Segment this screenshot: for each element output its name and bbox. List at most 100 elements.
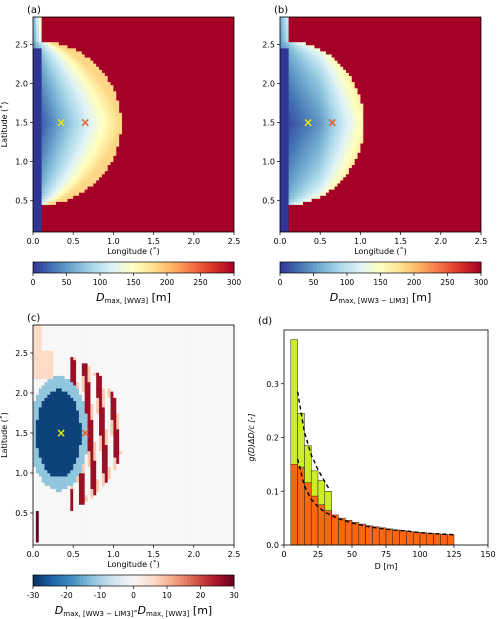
heatmap-cell: [99, 115, 103, 119]
heatmap-cell: [136, 164, 140, 169]
heatmap-cell: [142, 99, 146, 104]
heatmap-cell: [185, 228, 189, 232]
heatmap-cell: [216, 201, 221, 205]
heatmap-cell: [76, 109, 80, 113]
heatmap-cell: [70, 50, 74, 55]
heatmap-cell: [176, 213, 181, 218]
heatmap-cell: [205, 121, 209, 126]
heatmap-cell: [188, 210, 192, 215]
heatmap-cell: [61, 81, 66, 86]
heatmap-cell: [96, 17, 100, 21]
heatmap-cell: [190, 90, 195, 95]
heatmap-cell: [64, 124, 69, 129]
heatmap-cell: [170, 106, 175, 110]
heatmap-cell: [147, 167, 152, 172]
heatmap-cell: [67, 182, 71, 187]
heatmap-cell: [107, 72, 112, 76]
heatmap-cell: [196, 118, 201, 123]
heatmap-cell: [110, 142, 114, 147]
heatmap-cell: [193, 173, 198, 178]
colorbar-segment: [187, 262, 191, 273]
heatmap-cell: [67, 210, 71, 215]
heatmap-cell: [107, 216, 112, 221]
heatmap-cell: [47, 44, 51, 49]
heatmap-cell: [133, 173, 137, 178]
heatmap-cell: [50, 90, 54, 95]
heatmap-cell: [219, 213, 224, 218]
heatmap-cell: [90, 109, 94, 113]
heatmap-cell: [216, 219, 221, 224]
heatmap-cell: [122, 124, 126, 129]
heatmap-cell: [76, 164, 80, 169]
heatmap-cell: [64, 142, 69, 147]
heatmap-cell: [84, 124, 89, 129]
heatmap-cell: [173, 161, 178, 166]
heatmap-cell: [193, 139, 198, 144]
heatmap-cell: [104, 149, 109, 153]
heatmap-cell: [162, 139, 166, 144]
heatmap-cell: [38, 136, 43, 141]
heatmap-cell: [127, 182, 132, 187]
heatmap-cell: [107, 142, 112, 147]
heatmap-cell: [41, 130, 46, 135]
heatmap-cell: [136, 53, 140, 58]
heatmap-cell: [67, 219, 71, 224]
heatmap-cell: [127, 93, 132, 98]
heatmap-cell: [139, 136, 143, 141]
heatmap-cell: [122, 44, 126, 49]
heatmap-cell: [156, 124, 160, 129]
heatmap-cell: [225, 149, 229, 153]
heatmap-cell: [38, 201, 43, 205]
heatmap-cell: [170, 149, 175, 153]
heatmap-cell: [208, 222, 212, 227]
heatmap-cell: [156, 103, 160, 107]
heatmap-cell: [99, 127, 103, 132]
heatmap-cell: [156, 195, 160, 199]
heatmap-cell: [127, 228, 132, 232]
heatmap-cell: [41, 158, 46, 162]
heatmap-cell: [99, 32, 103, 37]
heatmap-cell: [70, 130, 74, 135]
heatmap-cell: [156, 170, 160, 175]
heatmap-cell: [133, 81, 137, 86]
heatmap-cell: [104, 155, 109, 159]
heatmap-cell: [107, 50, 112, 55]
heatmap-cell: [185, 115, 189, 119]
heatmap-cell: [156, 204, 160, 209]
heatmap-cell: [53, 112, 57, 116]
heatmap-cell: [147, 164, 152, 169]
heatmap-cell: [219, 124, 224, 129]
heatmap-cell: [147, 204, 152, 209]
heatmap-cell: [127, 84, 132, 89]
heatmap-cell: [213, 44, 218, 49]
heatmap-cell: [127, 176, 132, 181]
heatmap-cell: [173, 207, 178, 212]
heatmap-cell: [225, 29, 229, 33]
heatmap-cell: [61, 204, 66, 209]
heatmap-cell: [147, 192, 152, 196]
heatmap-cell: [35, 38, 40, 43]
heatmap-cell: [165, 69, 169, 73]
heatmap-cell: [107, 164, 112, 169]
heatmap-cell: [136, 210, 140, 215]
heatmap-cell: [47, 222, 51, 227]
heatmap-cell: [67, 127, 71, 132]
heatmap-cell: [222, 192, 226, 196]
heatmap-cell: [110, 69, 114, 73]
heatmap-cell: [133, 72, 137, 76]
heatmap-cell: [225, 66, 229, 70]
heatmap-cell: [231, 155, 234, 159]
colorbar-segment: [227, 262, 232, 273]
heatmap-cell: [84, 118, 89, 123]
heatmap-cell: [107, 112, 112, 116]
heatmap-cell: [176, 195, 181, 199]
heatmap-cell: [162, 127, 166, 132]
heatmap-cell: [153, 198, 158, 202]
heatmap-cell: [90, 41, 94, 46]
heatmap-cell: [213, 201, 218, 205]
heatmap-cell: [188, 139, 192, 144]
heatmap-cell: [188, 204, 192, 209]
heatmap-cell: [176, 198, 181, 202]
panel-label: (a): [27, 5, 41, 16]
heatmap-cell: [213, 115, 218, 119]
